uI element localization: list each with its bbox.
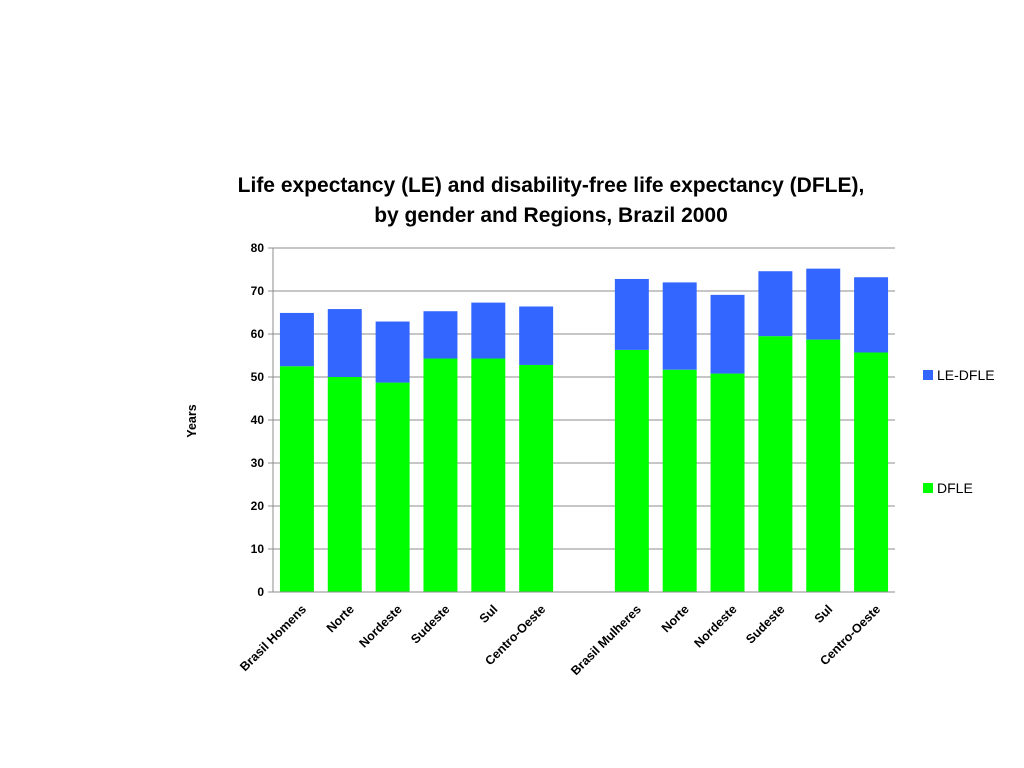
bar-dfle [710, 373, 745, 592]
legend-swatch-le-dfle [923, 370, 933, 380]
bar-le-dfle [375, 321, 410, 383]
bar-dfle [662, 369, 697, 592]
category-label: Norte [659, 602, 692, 635]
bar-dfle [471, 358, 506, 592]
axes [272, 248, 895, 593]
bar-le-dfle [327, 309, 362, 377]
y-tick-label: 40 [251, 413, 265, 427]
bar-dfle [519, 364, 554, 592]
bar-dfle [327, 377, 362, 592]
category-label: Sul [812, 602, 836, 626]
bar-dfle [375, 382, 410, 592]
bar-le-dfle [614, 278, 649, 350]
bar-le-dfle [854, 277, 889, 353]
gridlines [268, 247, 895, 593]
y-tick-label: 30 [251, 456, 265, 470]
category-label: Sudeste [743, 602, 787, 646]
legend-swatch-dfle [923, 483, 933, 493]
y-tick-label: 50 [251, 370, 265, 384]
y-tick-label: 10 [251, 542, 265, 556]
category-label: Sul [477, 602, 501, 626]
bar-dfle [854, 352, 889, 592]
chart-title-line: by gender and Regions, Brazil 2000 [374, 204, 728, 227]
bar-le-dfle [423, 311, 458, 359]
category-label: Nordeste [691, 602, 739, 650]
bar-dfle [614, 349, 649, 592]
bar-dfle [806, 339, 841, 592]
y-tick-label: 60 [251, 327, 265, 341]
category-label: Sudeste [408, 602, 452, 646]
category-labels: Brasil Homens Norte Nordeste Sudeste SulCent… [237, 602, 883, 678]
legend-label-dfle: DFLE [937, 480, 973, 496]
y-tick-label: 70 [251, 284, 265, 298]
bar-le-dfle [710, 294, 745, 374]
category-label: Nordeste [357, 602, 405, 650]
category-label: Brasil Homens [237, 602, 309, 674]
bar-dfle [279, 366, 314, 592]
category-label: Norte [324, 602, 357, 635]
legend: LE-DFLE DFLE [923, 367, 995, 496]
category-label: Brasil Mulheres [568, 602, 644, 678]
chart-title: Life expectancy (LE) and disability-free… [238, 174, 865, 227]
bar-le-dfle [471, 302, 506, 359]
y-tick-label: 20 [251, 499, 265, 513]
chart-title-line: Life expectancy (LE) and disability-free… [238, 174, 865, 197]
bar-le-dfle [279, 312, 314, 367]
bar-le-dfle [806, 268, 841, 340]
legend-label-le-dfle: LE-DFLE [937, 367, 995, 383]
y-axis-label: Years [185, 404, 199, 437]
y-tick-labels: 0 10 20 30 40 50 60 70 80 [251, 241, 265, 599]
bars [279, 268, 889, 592]
bar-le-dfle [662, 282, 697, 370]
bar-le-dfle [519, 306, 554, 365]
y-tick-label: 80 [251, 241, 265, 255]
bar-le-dfle [758, 271, 793, 337]
bar-dfle [758, 336, 793, 592]
y-tick-label: 0 [257, 585, 264, 599]
bar-dfle [423, 358, 458, 592]
